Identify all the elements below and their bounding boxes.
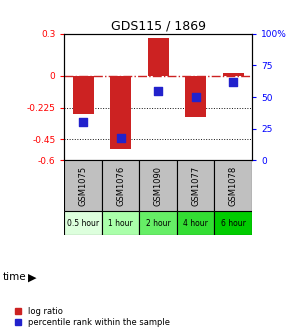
- Text: GSM1075: GSM1075: [79, 166, 88, 206]
- Bar: [102, 211, 139, 235]
- Title: GDS115 / 1869: GDS115 / 1869: [111, 19, 206, 33]
- Bar: [148, 38, 168, 76]
- Bar: [177, 211, 214, 235]
- Point: [118, 135, 123, 140]
- Text: GSM1076: GSM1076: [116, 166, 125, 206]
- Bar: [185, 76, 206, 117]
- Text: 4 hour: 4 hour: [183, 219, 208, 228]
- Text: ▶: ▶: [28, 272, 36, 282]
- Legend: log ratio, percentile rank within the sample: log ratio, percentile rank within the sa…: [13, 305, 172, 329]
- Bar: [64, 161, 102, 211]
- Point: [81, 120, 86, 125]
- Bar: [102, 161, 139, 211]
- Bar: [139, 211, 177, 235]
- Text: time: time: [3, 272, 27, 282]
- Text: GSM1077: GSM1077: [191, 166, 200, 206]
- Point: [193, 94, 198, 100]
- Point: [156, 88, 161, 93]
- Text: 6 hour: 6 hour: [221, 219, 246, 228]
- Text: GSM1078: GSM1078: [229, 166, 238, 206]
- Text: 1 hour: 1 hour: [108, 219, 133, 228]
- Bar: [214, 161, 252, 211]
- Point: [231, 79, 236, 84]
- Bar: [177, 161, 214, 211]
- Text: 2 hour: 2 hour: [146, 219, 171, 228]
- Bar: [214, 211, 252, 235]
- Bar: [110, 76, 131, 149]
- Bar: [73, 76, 93, 114]
- Bar: [139, 161, 177, 211]
- Bar: [223, 73, 243, 76]
- Text: GSM1090: GSM1090: [154, 166, 163, 206]
- Bar: [64, 211, 102, 235]
- Text: 0.5 hour: 0.5 hour: [67, 219, 99, 228]
